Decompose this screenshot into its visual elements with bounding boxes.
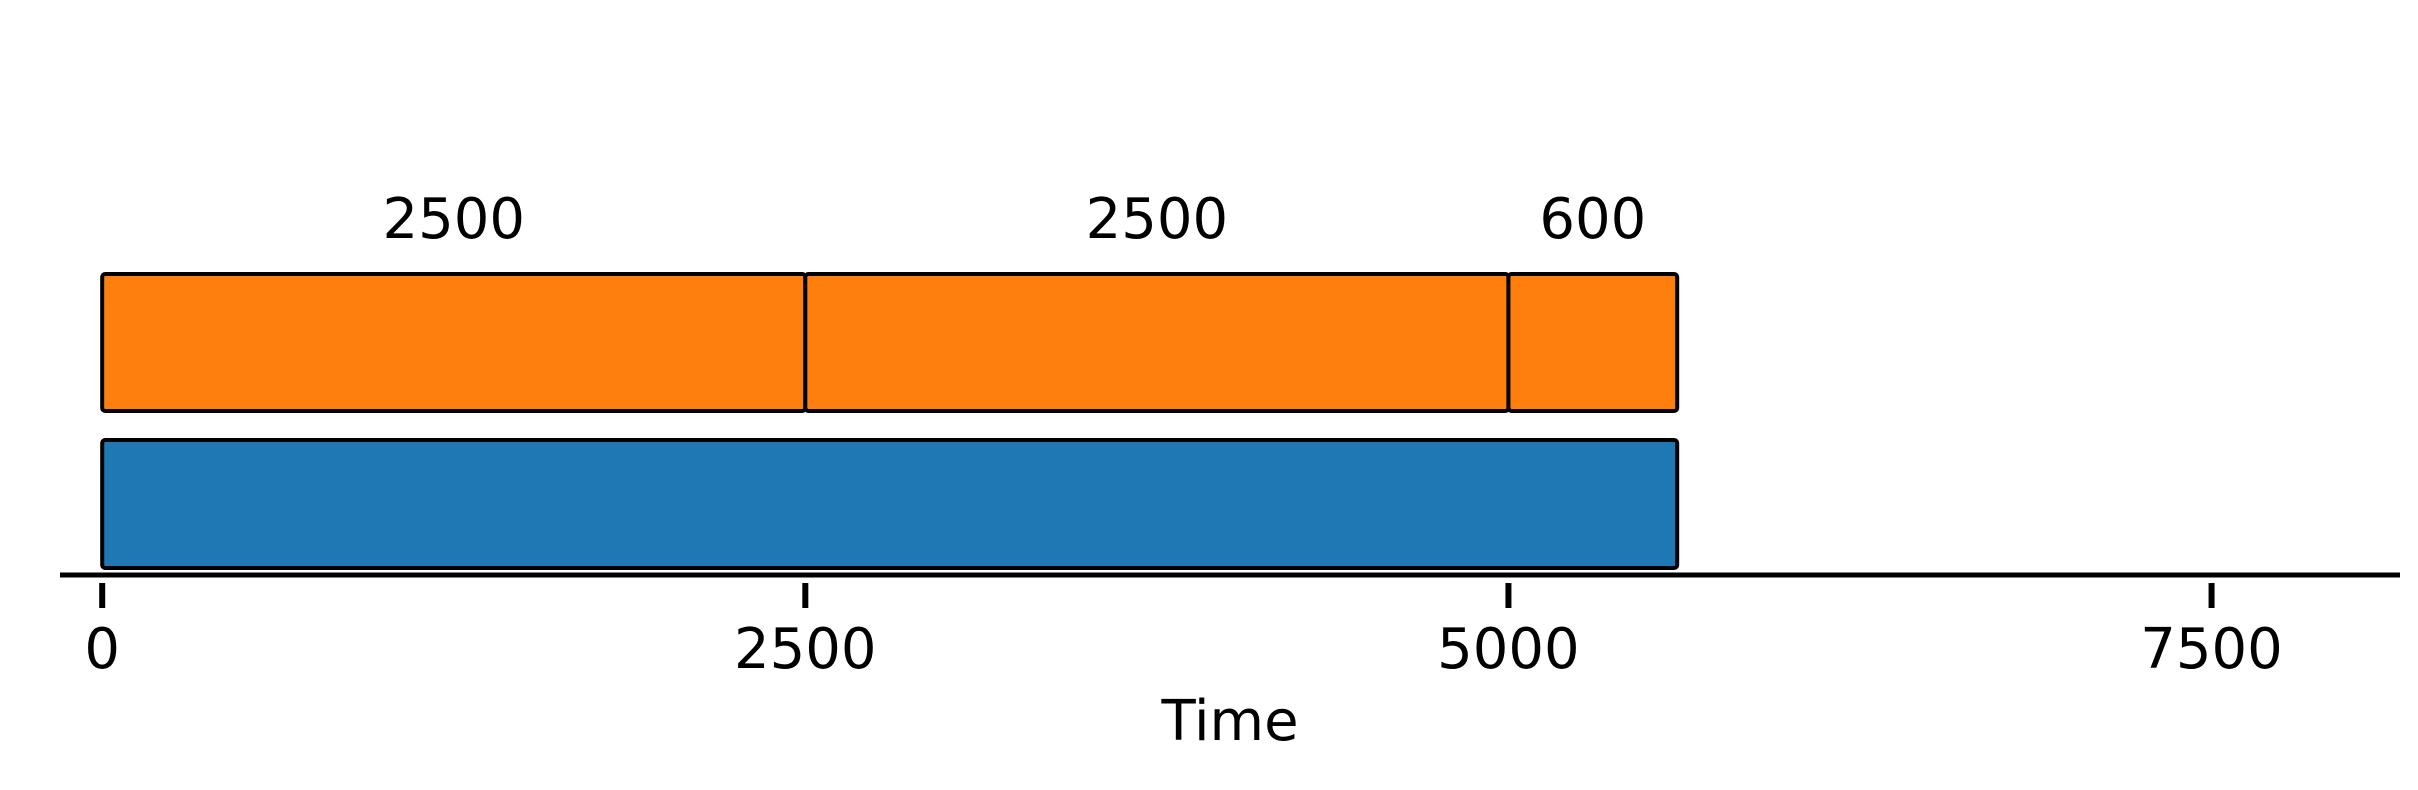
x-axis-title: Time bbox=[1160, 689, 1298, 754]
bar-segment-row1-1 bbox=[100, 438, 1680, 570]
segment-labels-layer: 2500 2500 600 bbox=[382, 187, 1646, 252]
segment-label-3: 600 bbox=[1539, 187, 1646, 252]
x-tick-label-2: 2500 bbox=[734, 617, 877, 682]
x-tick-label-3: 5000 bbox=[1437, 617, 1580, 682]
x-tick-label-1: 0 bbox=[84, 617, 120, 682]
bar-segment-row2-2 bbox=[803, 272, 1511, 413]
segment-label-2: 2500 bbox=[1086, 187, 1229, 252]
x-ticks-layer: 0 2500 5000 7500 bbox=[84, 583, 2283, 682]
segment-label-1: 2500 bbox=[382, 187, 525, 252]
bar-segment-row2-3 bbox=[1506, 272, 1680, 413]
bars-layer bbox=[100, 272, 1680, 570]
bar-segment-row2-1 bbox=[100, 272, 808, 413]
x-tick-label-4: 7500 bbox=[2140, 617, 2283, 682]
